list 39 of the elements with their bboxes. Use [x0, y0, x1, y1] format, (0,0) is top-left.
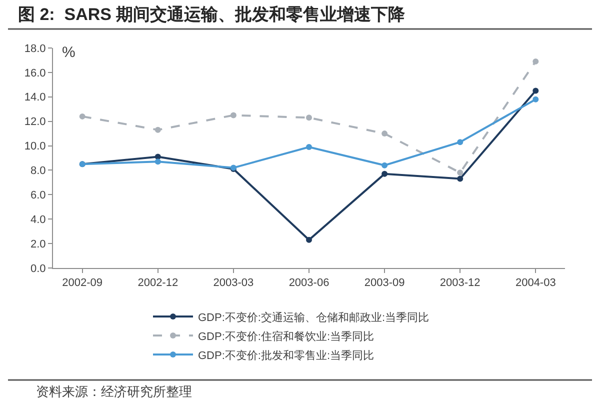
legend-label: GDP:不变价:批发和零售业:当季同比 — [198, 348, 374, 362]
point — [382, 170, 388, 177]
y-tick-label: 10.0 — [24, 140, 46, 153]
point — [532, 88, 539, 94]
point — [382, 130, 388, 137]
y-tick-label: 4.0 — [30, 214, 46, 226]
y-tick-label: 18.0 — [24, 42, 46, 55]
y-tick-label: 14.0 — [24, 92, 46, 104]
x-tick-label: 2004-03 — [515, 277, 556, 290]
point — [457, 176, 464, 182]
y-tick-label: 8.0 — [30, 165, 46, 178]
x-tick-label: 2002-09 — [62, 277, 103, 290]
point — [382, 162, 388, 168]
x-tick-label: 2002-12 — [138, 277, 178, 290]
y-tick-label: 16.0 — [24, 67, 46, 80]
y-axis-title: % — [62, 44, 76, 61]
point — [79, 113, 86, 120]
point — [154, 126, 161, 133]
x-tick-label: 2003-09 — [364, 277, 405, 290]
y-tick-label: 12.0 — [24, 116, 46, 128]
text: 资料来源：经济研究所整理 — [36, 384, 192, 399]
chart-title: 图 2: SARS 期间交通运输、批发和零售业增速下降 — [18, 4, 406, 24]
point — [532, 58, 539, 64]
y-tick-label: 0.0 — [30, 262, 46, 275]
x-tick-label: 2003-06 — [288, 277, 330, 290]
x-tick-label: 2003-03 — [213, 277, 254, 290]
legend-label: GDP:不变价:交通运输、仓储和邮政业:当季同比 — [198, 310, 430, 324]
point — [306, 144, 312, 150]
point — [306, 114, 312, 121]
x-tick-label: 2003-12 — [440, 277, 480, 290]
y-tick-label: 6.0 — [30, 190, 46, 202]
point — [230, 112, 236, 118]
point — [532, 96, 539, 102]
y-tick-label: 2.0 — [30, 238, 46, 250]
legend-label: GDP:不变价:住宿和餐饮业:当季同比 — [198, 330, 374, 343]
point — [154, 158, 161, 165]
point — [306, 236, 312, 243]
point — [457, 170, 464, 176]
point — [457, 139, 464, 146]
